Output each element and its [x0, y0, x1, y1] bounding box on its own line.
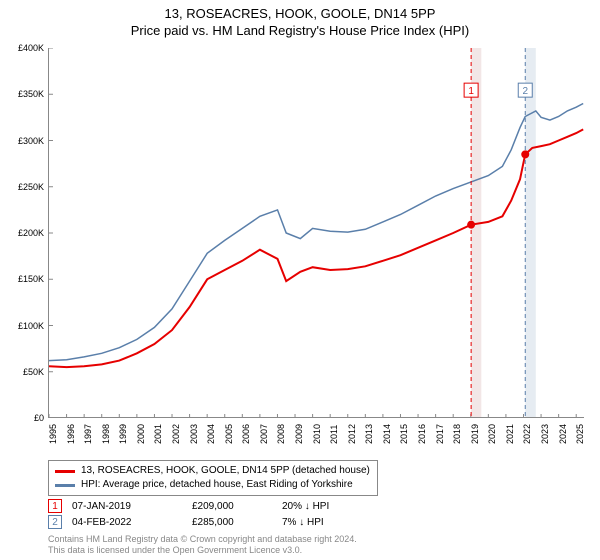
x-axis-ticks: 1995 1996 1997 1998 1999 2000 2001 2002 2003 2004… [48, 418, 584, 458]
svg-text:2: 2 [522, 86, 528, 97]
sale-marker-box: 1 [48, 499, 62, 513]
sale-row: 1 07-JAN-2019 £209,000 20% ↓ HPI [48, 498, 584, 514]
y-tick-label: £0 [0, 413, 44, 423]
x-tick-label: 1998 [101, 424, 111, 444]
legend-swatch-hpi [55, 484, 75, 487]
x-tick-label: 2002 [171, 424, 181, 444]
x-tick-label: 2019 [470, 424, 480, 444]
x-tick-label: 1997 [83, 424, 93, 444]
footnote-line1: Contains HM Land Registry data © Crown c… [48, 534, 357, 545]
legend-row-hpi: HPI: Average price, detached house, East… [55, 478, 371, 492]
sale-pct: 20% ↓ HPI [282, 501, 392, 512]
sale-row: 2 04-FEB-2022 £285,000 7% ↓ HPI [48, 514, 584, 530]
x-tick-label: 2009 [294, 424, 304, 444]
x-tick-label: 2004 [206, 424, 216, 444]
title-block: 13, ROSEACRES, HOOK, GOOLE, DN14 5PP Pri… [0, 0, 600, 38]
x-tick-label: 2008 [276, 424, 286, 444]
y-tick-label: £350K [0, 89, 44, 99]
sale-date: 04-FEB-2022 [72, 517, 182, 528]
x-tick-label: 2007 [259, 424, 269, 444]
y-tick-label: £200K [0, 228, 44, 238]
y-tick-label: £300K [0, 136, 44, 146]
x-tick-label: 2020 [487, 424, 497, 444]
x-tick-label: 2018 [452, 424, 462, 444]
x-tick-label: 2001 [153, 424, 163, 444]
x-tick-label: 2000 [136, 424, 146, 444]
y-tick-label: £250K [0, 182, 44, 192]
y-tick-label: £150K [0, 274, 44, 284]
x-tick-label: 1999 [118, 424, 128, 444]
chart-area: 12 [48, 48, 584, 418]
legend-label-hpi: HPI: Average price, detached house, East… [81, 478, 353, 492]
sale-date: 07-JAN-2019 [72, 501, 182, 512]
x-tick-label: 2013 [364, 424, 374, 444]
x-tick-label: 2011 [329, 425, 339, 444]
x-tick-label: 2003 [189, 424, 199, 444]
y-tick-label: £50K [0, 367, 44, 377]
sale-pct: 7% ↓ HPI [282, 517, 392, 528]
footnote-line2: This data is licensed under the Open Gov… [48, 545, 357, 556]
x-tick-label: 2012 [347, 424, 357, 444]
footnote: Contains HM Land Registry data © Crown c… [48, 534, 357, 556]
x-tick-label: 2006 [241, 424, 251, 444]
y-axis-ticks: £0£50K£100K£150K£200K£250K£300K£350K£400… [0, 48, 48, 418]
legend-swatch-property [55, 470, 75, 473]
sale-price: £285,000 [192, 517, 272, 528]
x-tick-label: 2015 [399, 424, 409, 444]
x-tick-label: 2024 [558, 424, 568, 444]
sale-price: £209,000 [192, 501, 272, 512]
x-tick-label: 2022 [522, 424, 532, 444]
y-tick-label: £400K [0, 43, 44, 53]
chart-container: 13, ROSEACRES, HOOK, GOOLE, DN14 5PP Pri… [0, 0, 600, 560]
x-tick-label: 1995 [48, 424, 58, 444]
x-tick-label: 2025 [575, 424, 585, 444]
y-tick-label: £100K [0, 321, 44, 331]
sale-marker-box: 2 [48, 515, 62, 529]
x-tick-label: 2014 [382, 424, 392, 444]
x-tick-label: 2021 [505, 424, 515, 444]
x-tick-label: 2016 [417, 424, 427, 444]
legend-row-property: 13, ROSEACRES, HOOK, GOOLE, DN14 5PP (de… [55, 464, 371, 478]
legend-label-property: 13, ROSEACRES, HOOK, GOOLE, DN14 5PP (de… [81, 464, 370, 478]
title-address: 13, ROSEACRES, HOOK, GOOLE, DN14 5PP [0, 6, 600, 21]
legend-box: 13, ROSEACRES, HOOK, GOOLE, DN14 5PP (de… [48, 460, 378, 496]
sales-rows: 1 07-JAN-2019 £209,000 20% ↓ HPI 2 04-FEB-202… [48, 498, 584, 530]
svg-text:1: 1 [468, 86, 474, 97]
x-tick-label: 2023 [540, 424, 550, 444]
x-tick-label: 1996 [66, 424, 76, 444]
x-tick-label: 2017 [435, 424, 445, 444]
plot-svg: 12 [48, 48, 584, 418]
title-subtitle: Price paid vs. HM Land Registry's House … [0, 23, 600, 38]
x-tick-label: 2005 [224, 424, 234, 444]
x-tick-label: 2010 [312, 424, 322, 444]
